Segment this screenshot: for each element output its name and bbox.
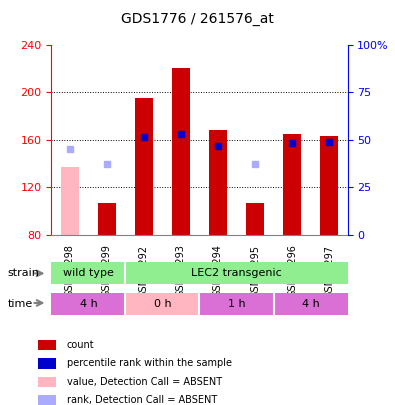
FancyBboxPatch shape <box>126 262 348 284</box>
Text: wild type: wild type <box>63 269 114 278</box>
Bar <box>172 68 190 235</box>
FancyBboxPatch shape <box>274 293 348 315</box>
FancyBboxPatch shape <box>199 293 274 315</box>
Text: 0 h: 0 h <box>154 299 171 309</box>
Text: 1 h: 1 h <box>228 299 245 309</box>
Bar <box>283 134 301 235</box>
FancyBboxPatch shape <box>51 262 126 284</box>
Text: strain: strain <box>8 269 40 278</box>
Bar <box>209 130 227 235</box>
Text: count: count <box>67 340 95 350</box>
FancyBboxPatch shape <box>126 293 199 315</box>
Text: 4 h: 4 h <box>79 299 97 309</box>
Text: 4 h: 4 h <box>302 299 320 309</box>
Text: GDS1776 / 261576_at: GDS1776 / 261576_at <box>121 12 274 26</box>
FancyBboxPatch shape <box>51 293 126 315</box>
Text: rank, Detection Call = ABSENT: rank, Detection Call = ABSENT <box>67 395 217 405</box>
Bar <box>60 167 79 235</box>
Bar <box>246 203 264 235</box>
Bar <box>320 136 339 235</box>
Text: LEC2 transgenic: LEC2 transgenic <box>191 269 282 278</box>
Bar <box>38 358 56 369</box>
Bar <box>135 98 153 235</box>
Bar <box>38 340 56 350</box>
Bar <box>38 395 56 405</box>
Bar <box>98 203 116 235</box>
Text: value, Detection Call = ABSENT: value, Detection Call = ABSENT <box>67 377 222 387</box>
Bar <box>38 377 56 387</box>
Text: percentile rank within the sample: percentile rank within the sample <box>67 358 232 369</box>
Text: time: time <box>8 299 33 309</box>
